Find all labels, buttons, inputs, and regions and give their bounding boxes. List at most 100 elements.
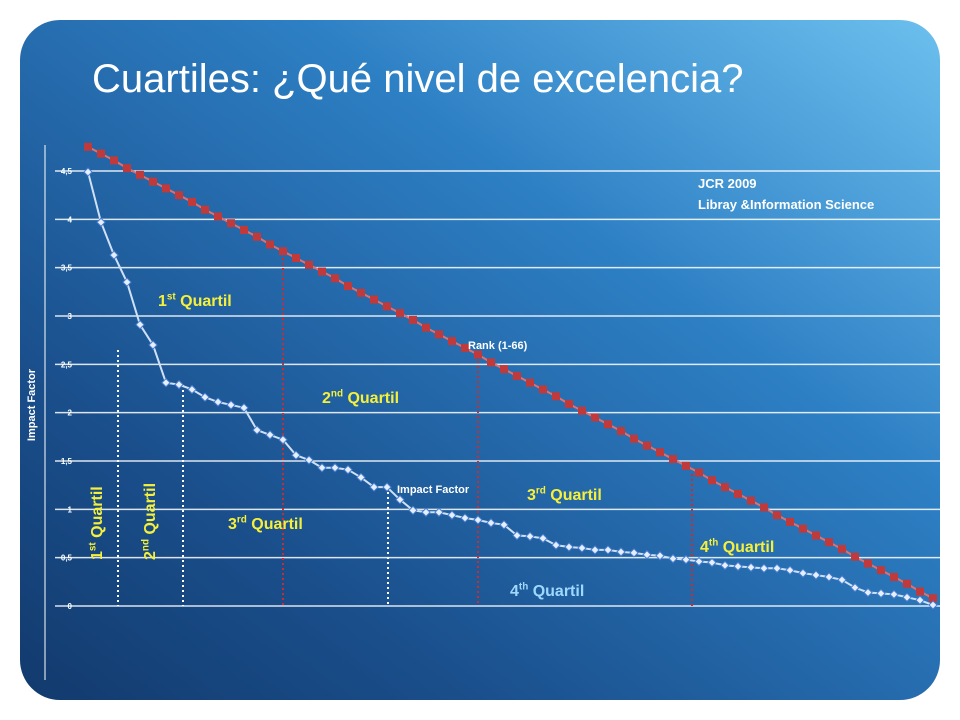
marker (837, 575, 847, 585)
marker (200, 392, 210, 402)
marker (447, 510, 457, 520)
quartile-suffix: nd (141, 539, 152, 551)
y-tick-label: 1,5 (61, 457, 73, 466)
marker (499, 520, 509, 530)
marker (486, 518, 496, 528)
marker (590, 545, 600, 555)
marker (565, 399, 573, 408)
marker (265, 430, 275, 440)
y-tick-label: 2 (68, 409, 73, 418)
marker (850, 582, 860, 593)
quartile-label: 4th Quartil (700, 538, 774, 556)
marker (630, 434, 638, 443)
source-note: JCR 2009 (698, 176, 757, 191)
marker (707, 557, 717, 568)
quartile-suffix: th (709, 538, 718, 549)
marker (292, 254, 300, 262)
marker (461, 343, 469, 352)
marker (799, 524, 807, 533)
quartile-suffix: rd (237, 515, 247, 526)
marker (109, 250, 119, 260)
marker (824, 572, 834, 582)
y-tick-label: 3,5 (61, 264, 73, 273)
marker (382, 482, 392, 492)
marker (603, 545, 613, 555)
marker (383, 302, 391, 311)
marker (721, 483, 729, 492)
marker (149, 177, 157, 186)
marker (512, 530, 522, 541)
marker (188, 197, 196, 206)
marker (148, 340, 158, 350)
marker (720, 560, 730, 571)
quartile-label: 1st Quartil (88, 486, 106, 560)
quartile-label: 3rd Quartil (527, 486, 602, 504)
series-label: Impact Factor (397, 484, 470, 496)
marker (616, 547, 626, 557)
marker (890, 573, 898, 581)
marker (161, 377, 171, 388)
marker (278, 435, 288, 445)
quartile-label: 3rd Quartil (228, 515, 303, 533)
marker (525, 531, 535, 542)
quartile-number: 2 (322, 390, 331, 407)
marker (643, 441, 651, 450)
marker (876, 588, 886, 599)
source-note: Libray &Information Science (698, 197, 874, 212)
marker (889, 589, 899, 600)
marker (682, 461, 690, 470)
marker (409, 315, 417, 324)
marker (577, 543, 587, 553)
marker (291, 450, 301, 460)
marker (357, 288, 365, 297)
marker (227, 219, 235, 228)
marker (708, 476, 716, 485)
marker (733, 561, 743, 572)
marker (175, 191, 183, 200)
y-tick-label: 2,5 (61, 360, 73, 369)
y-tick-label: 4,5 (61, 167, 73, 176)
marker (370, 295, 378, 304)
marker (213, 397, 223, 407)
y-tick-label: 4 (68, 215, 73, 224)
marker (162, 184, 170, 193)
marker (591, 413, 599, 422)
marker (253, 232, 261, 241)
marker (487, 358, 495, 367)
marker (864, 559, 872, 568)
marker (304, 455, 314, 465)
marker (84, 142, 92, 151)
y-tick-label: 0 (68, 602, 73, 611)
marker (929, 594, 937, 603)
marker (343, 464, 353, 475)
quartile-label: 2nd Quartil (322, 389, 399, 407)
quartile-number: 4 (700, 539, 709, 556)
marker (421, 507, 431, 517)
marker (617, 427, 625, 436)
marker (902, 592, 912, 603)
marker (656, 448, 664, 457)
marker (266, 240, 274, 249)
marker (877, 566, 885, 575)
marker (825, 538, 833, 547)
y-tick-label: 1 (68, 505, 73, 514)
marker (915, 595, 925, 605)
marker (513, 371, 521, 380)
slide-background (20, 20, 940, 700)
quartile-label: 2nd Quartil (141, 483, 159, 560)
marker (734, 489, 742, 498)
marker (460, 513, 470, 523)
marker (279, 247, 287, 256)
marker (396, 309, 404, 318)
marker (187, 384, 197, 395)
marker (305, 260, 313, 269)
marker (903, 579, 911, 588)
quartile-text: Quartil (176, 293, 232, 310)
marker (928, 600, 938, 610)
marker (97, 149, 105, 158)
marker (564, 542, 574, 552)
marker (851, 552, 859, 561)
marker (629, 548, 639, 558)
quartile-suffix: nd (331, 389, 343, 400)
